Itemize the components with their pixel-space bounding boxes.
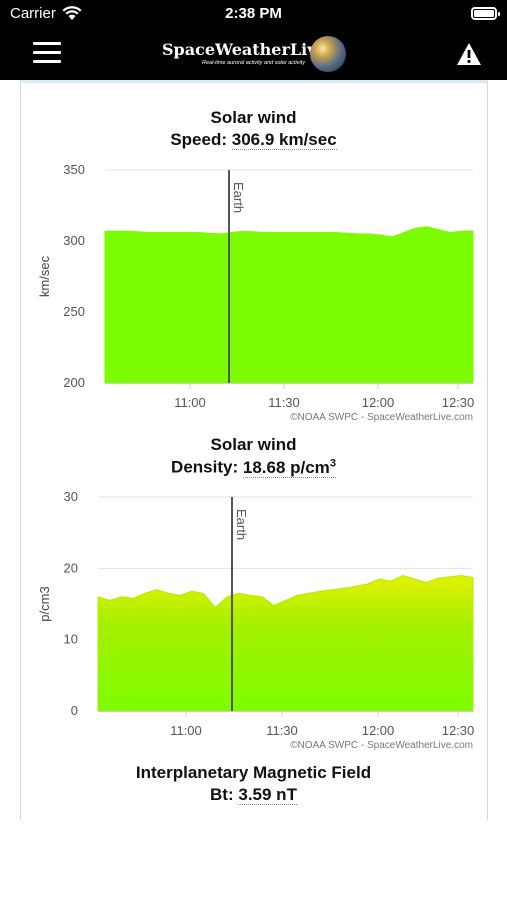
x-tick-label: 11:30 (266, 723, 298, 738)
y-tick-label: 300 (63, 233, 85, 248)
y-axis-label: km/sec (37, 255, 52, 297)
nav-bar: SpaceWeatherLive Real-time auroral activ… (0, 28, 507, 80)
imf-heading: Interplanetary Magnetic Field (135, 763, 372, 782)
speed-heading: Solar wind (210, 108, 297, 127)
globe-icon (310, 36, 346, 72)
status-bar: Carrier 2:38 PM (0, 0, 507, 28)
y-tick-label: 200 (63, 375, 85, 390)
x-tick-label: 12:00 (362, 723, 395, 738)
speed-chart: 350 300 250 200 Earth 11:00 11:30 12:00 12:30 km/… (37, 162, 475, 423)
imf-readout: Bt: 3.59 nT (0, 785, 507, 805)
speed-value: 306.9 km/sec (231, 130, 337, 150)
wifi-icon (62, 6, 82, 20)
density-heading: Solar wind (210, 435, 297, 454)
warning-icon[interactable] (456, 42, 482, 66)
carrier-label: Carrier (10, 5, 56, 22)
y-axis-label: p/cm3 (37, 586, 52, 621)
chart-credit: ©NOAA SWPC - SpaceWeatherLive.com (290, 412, 473, 423)
density-chart: 30 20 10 0 Earth 11:00 11:30 12:00 12:30 p/cm3 ©NO… (37, 489, 475, 751)
area-series (104, 226, 474, 384)
speed-label: Speed: (170, 130, 228, 149)
menu-icon[interactable] (33, 42, 61, 64)
density-value-number: 18.68 p/cm (242, 457, 330, 477)
imf-value: 3.59 nT (238, 785, 297, 805)
earth-marker-label: Earth (231, 182, 246, 213)
density-value: 18.68 p/cm3 (242, 457, 336, 478)
x-tick-label: 11:00 (174, 395, 206, 410)
speed-readout: Speed: 306.9 km/sec (0, 130, 507, 150)
x-tick-label: 12:30 (442, 723, 475, 738)
x-tick-label: 12:00 (362, 395, 395, 410)
density-value-superscript: 3 (329, 457, 336, 469)
x-tick-label: 11:00 (170, 723, 202, 738)
app-logo: SpaceWeatherLive Real-time auroral activ… (160, 36, 350, 74)
x-tick-label: 12:30 (442, 395, 475, 410)
y-tick-label: 350 (63, 162, 85, 177)
battery-icon (471, 7, 500, 20)
earth-marker-label: Earth (234, 509, 249, 540)
density-label: Density: (171, 457, 239, 477)
logo-brand: SpaceWeatherLive (162, 40, 327, 59)
y-tick-label: 0 (71, 703, 78, 718)
y-tick-label: 250 (63, 304, 85, 319)
clock: 2:38 PM (225, 5, 282, 22)
area-series (97, 574, 474, 712)
imf-label: Bt: (210, 785, 234, 804)
x-tick-label: 11:30 (268, 395, 300, 410)
chart-credit: ©NOAA SWPC - SpaceWeatherLive.com (290, 740, 473, 751)
density-readout: Density: 18.68 p/cm3 (0, 457, 507, 478)
y-tick-label: 30 (64, 489, 78, 504)
logo-tagline: Real-time auroral activity and solar act… (202, 60, 306, 66)
y-tick-label: 20 (64, 560, 78, 575)
y-tick-label: 10 (64, 632, 78, 647)
